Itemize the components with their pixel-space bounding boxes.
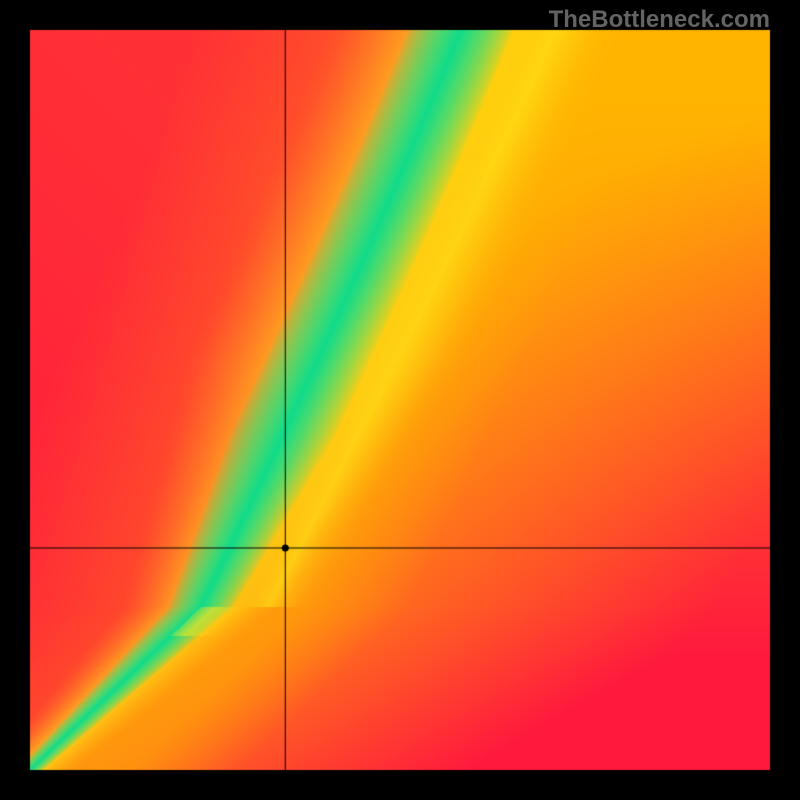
heatmap-canvas [0,0,800,800]
watermark-text: TheBottleneck.com [549,6,770,34]
chart-container: TheBottleneck.com [0,0,800,800]
